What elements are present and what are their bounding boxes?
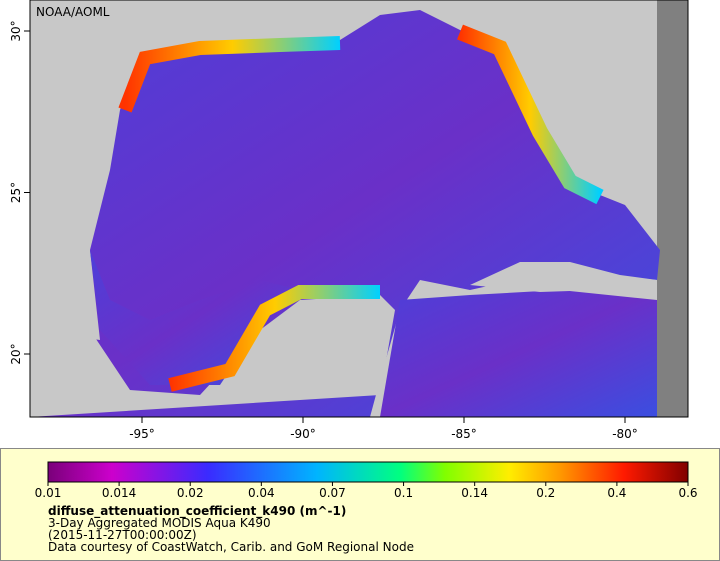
colorbar-label: 0.14 bbox=[461, 486, 488, 500]
colorbar-labels: 0.01 0.014 0.02 0.04 0.07 0.1 0.14 0.2 0.4 0.6 bbox=[35, 482, 698, 500]
lon-tick-label: -80° bbox=[612, 427, 638, 441]
colorbar-label: 0.04 bbox=[248, 486, 275, 500]
lat-axis: 30° 25° 20° bbox=[9, 20, 30, 365]
colorbar-label: 0.4 bbox=[607, 486, 626, 500]
colorbar bbox=[47, 461, 689, 483]
cuba bbox=[470, 262, 657, 298]
colorbar-label: 0.01 bbox=[35, 486, 62, 500]
lat-tick-label: 20° bbox=[9, 343, 23, 364]
lat-tick-label: 30° bbox=[9, 20, 23, 41]
colorbar-label: 0.014 bbox=[102, 486, 136, 500]
no-data bbox=[657, 0, 688, 417]
colorbar-label: 0.07 bbox=[319, 486, 346, 500]
colorbar-label: 0.1 bbox=[394, 486, 413, 500]
lon-tick-label: -85° bbox=[451, 427, 477, 441]
lon-tick-label: -95° bbox=[129, 427, 155, 441]
time: (2015-11-27T00:00:00Z) bbox=[48, 528, 197, 542]
coastal-band bbox=[168, 285, 380, 392]
yucatan-fill bbox=[90, 250, 300, 385]
dataset: 3-Day Aggregated MODIS Aqua K490 bbox=[48, 516, 271, 530]
caribbean bbox=[380, 290, 657, 417]
coastal-band bbox=[118, 36, 341, 113]
variable-name: diffuse_attenuation_coefficient_k490 (m^… bbox=[48, 504, 346, 519]
legend-panel: 0.01 0.014 0.02 0.04 0.07 0.1 0.14 0.2 0.4 0.6 di… bbox=[0, 448, 720, 561]
bay-of-campeche bbox=[30, 250, 395, 417]
lat-tick-label: 25° bbox=[9, 182, 23, 203]
lon-axis: -95° -90° -85° -80° bbox=[129, 417, 638, 441]
coastal-band bbox=[457, 24, 604, 205]
map: NOAA/AOML bbox=[29, 0, 689, 418]
lon-tick-label: -90° bbox=[290, 427, 316, 441]
colorbar-label: 0.6 bbox=[678, 486, 697, 500]
colorbar-label: 0.2 bbox=[536, 486, 555, 500]
credit: NOAA/AOML bbox=[36, 5, 110, 19]
colorbar-label: 0.02 bbox=[177, 486, 204, 500]
courtesy: Data courtesy of CoastWatch, Carib. and … bbox=[48, 540, 414, 554]
map-frame bbox=[29, 0, 689, 418]
